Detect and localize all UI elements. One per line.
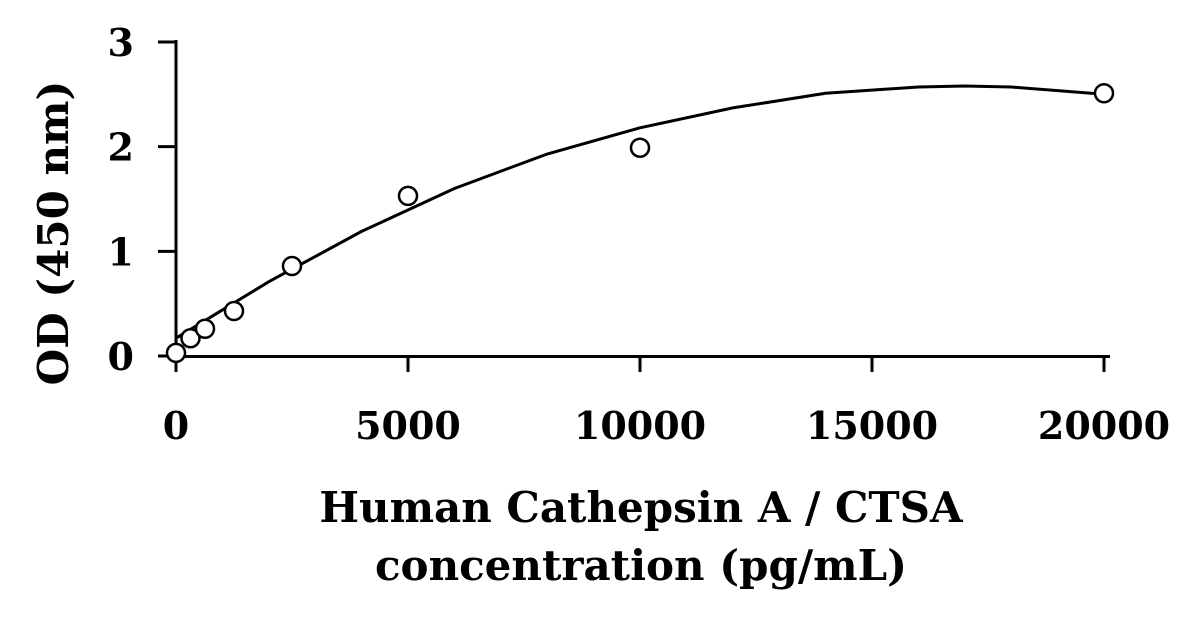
x-axis-title-line-2: concentration (pg/mL) [375,541,907,590]
x-axis-title-line-1: Human Cathepsin A / CTSA [319,483,964,532]
x-tick-label: 10000 [574,403,706,448]
data-point [281,255,303,277]
y-tick-label: 0 [108,334,134,379]
y-tick-label: 2 [108,125,134,170]
data-point [629,137,651,158]
data-point [180,327,201,349]
y-tick-label: 1 [108,229,134,274]
y-tick-label: 3 [108,20,134,65]
data-point [165,342,187,364]
x-tick-label: 5000 [355,403,461,448]
data-point [223,300,245,322]
y-ticks: 0 1 2 3 [108,20,176,379]
x-tick-label: 0 [163,403,189,448]
x-tick-label: 15000 [806,403,938,448]
data-point [1093,83,1115,104]
x-tick-label: 20000 [1038,403,1170,448]
x-ticks: 0 5000 10000 15000 20000 [163,356,1170,448]
y-axis-title: OD (450 nm) [29,81,78,386]
fit-curve [175,84,1105,340]
data-point [194,318,216,340]
data-points [165,83,1115,364]
data-point [397,185,419,207]
